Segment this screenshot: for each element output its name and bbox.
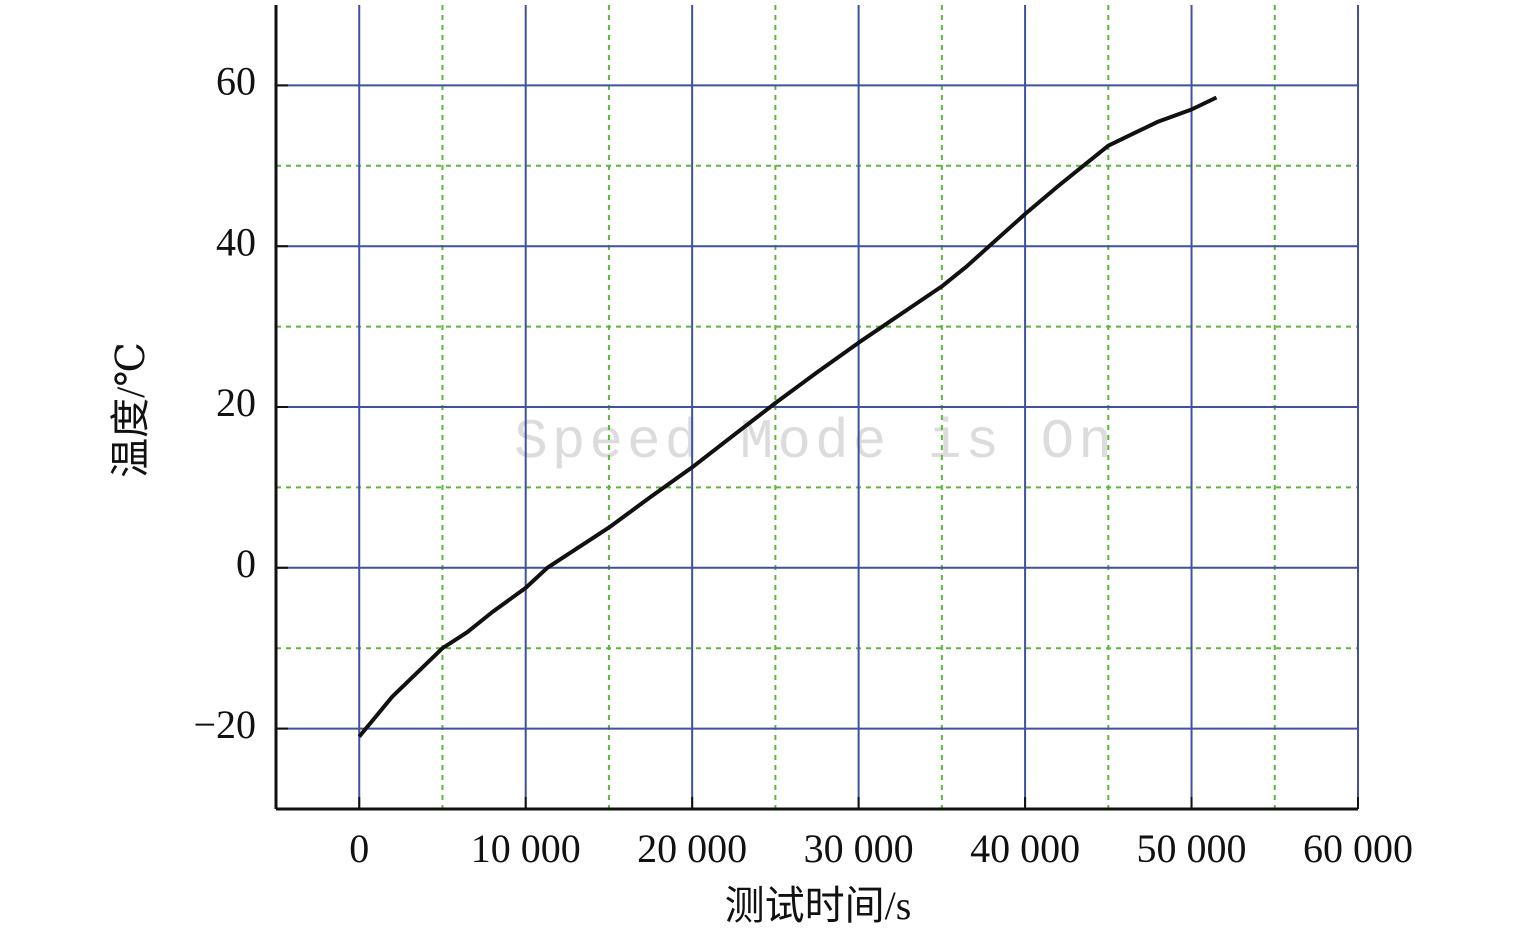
y-axis-label: 温度/℃ xyxy=(108,342,153,478)
watermark: Speed Mode is On xyxy=(514,410,1116,474)
y-tick-label: 60 xyxy=(216,59,256,104)
x-axis-label: 测试时间/s xyxy=(725,883,912,928)
x-tick-label: 20 000 xyxy=(637,826,747,871)
x-tick-label: 10 000 xyxy=(471,826,581,871)
data-line xyxy=(357,95,1218,738)
x-tick-label: 50 000 xyxy=(1137,826,1247,871)
x-tick-label: 60 000 xyxy=(1303,826,1413,871)
y-tick-label: 20 xyxy=(216,380,256,425)
x-tick-label: 0 xyxy=(349,826,369,871)
y-tick-label: 0 xyxy=(236,541,256,586)
y-tick-label: −20 xyxy=(193,702,256,747)
x-tick-label: 30 000 xyxy=(804,826,914,871)
x-tick-label: 40 000 xyxy=(970,826,1080,871)
y-tick-label: 40 xyxy=(216,219,256,264)
